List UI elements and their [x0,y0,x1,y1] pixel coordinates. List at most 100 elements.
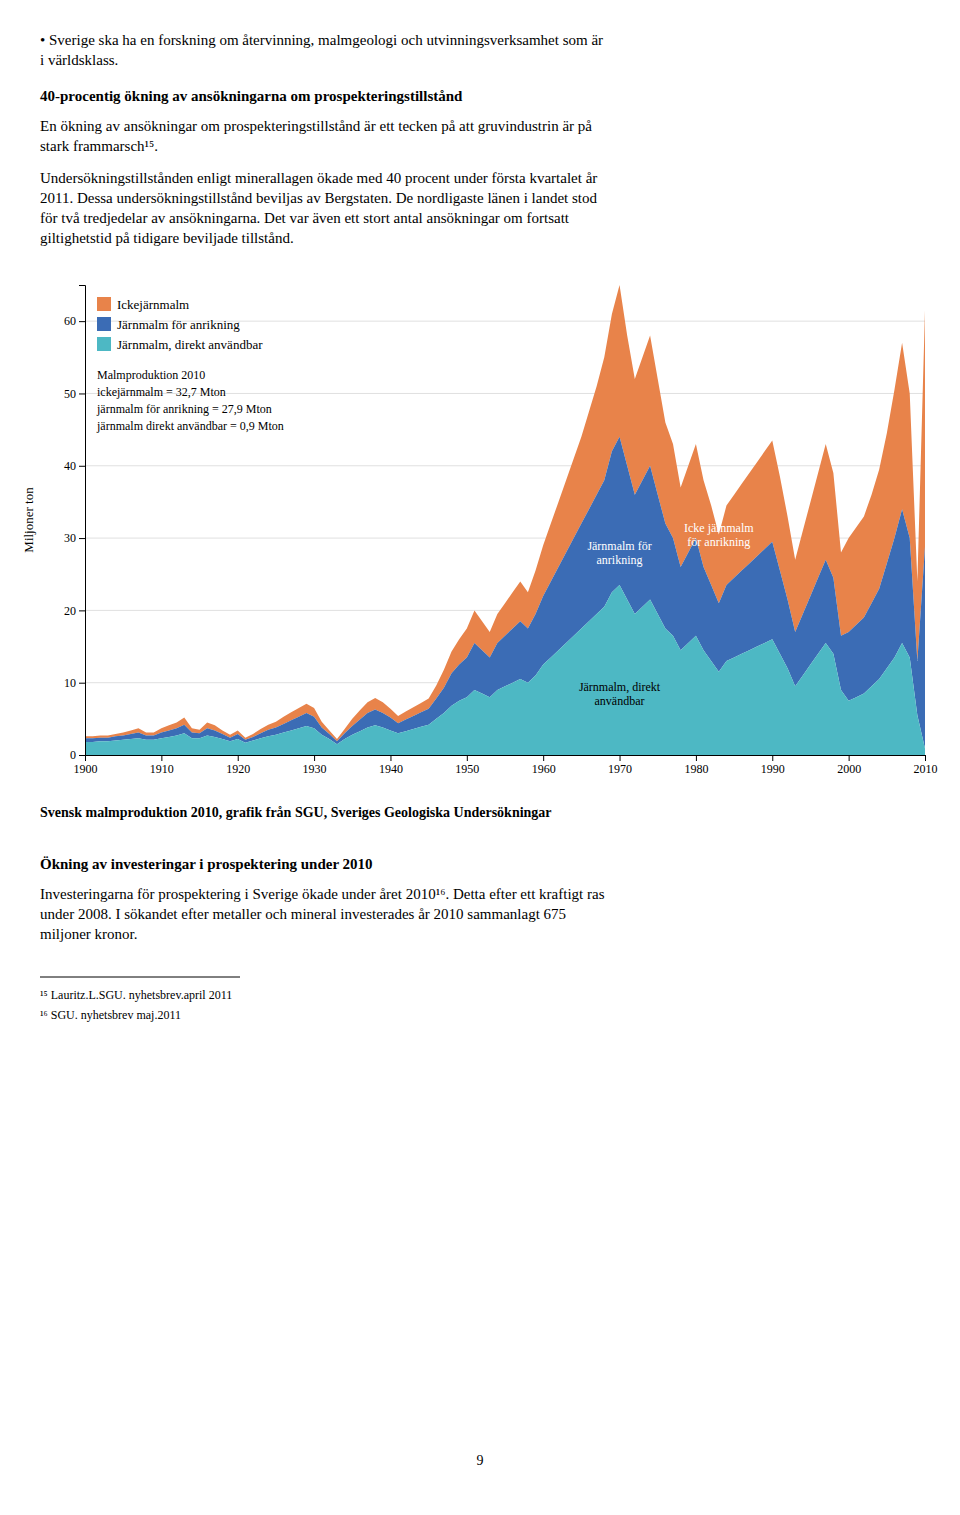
y-axis-title: Miljoner ton [21,487,36,553]
footnote: ¹⁶ SGU. nyhetsbrev maj.2011 [40,1008,181,1022]
paragraph-line: 2011. Dessa undersökningstillstånd bevil… [40,190,597,206]
x-tick-mark [238,755,239,761]
y-axis: 0 10 20 30 40 50 60 [64,286,86,763]
x-tick-label: 1970 [608,762,632,776]
grid-line [85,465,925,466]
legend-item: Järnmalm, direkt användbar [97,337,263,352]
paragraph-line: Undersökningstillstånden enligt minerall… [40,170,597,186]
y-tick-mark [79,538,85,539]
annotation-line: ickejärnmalm = 32,7 Mton [97,385,226,399]
x-tick-label: 1910 [150,762,174,776]
x-tick: 1910 [150,755,174,776]
legend-label: Ickejärnmalm [117,297,189,312]
area-label: Icke järnmalmför anrikning [684,521,754,549]
footnote: ¹⁵ Lauritz.L.SGU. nyhetsbrev.april 2011 [40,988,232,1002]
area-label-line: för anrikning [687,535,750,549]
legend-item: Järnmalm för anrikning [97,317,240,332]
annotation-line: Malmproduktion 2010 [97,368,205,382]
intro-text-line: i världsklass. [40,52,118,68]
y-tick-label: 30 [64,531,76,545]
y-tick: 10 [64,676,85,690]
y-tick-mark [79,683,85,684]
y-tick-label: 20 [64,604,76,618]
x-tick-label: 2010 [914,762,938,776]
x-tick-label: 1950 [455,762,479,776]
x-tick: 1990 [761,755,785,776]
x-tick-mark [849,755,850,761]
area-label-line: Icke järnmalm [684,521,754,535]
y-tick: 40 [64,459,85,473]
x-tick: 1900 [74,755,98,776]
section-heading: Ökning av investeringar i prospektering … [40,856,373,872]
x-tick-label: 1900 [74,762,98,776]
x-tick: 2000 [837,755,861,776]
y-tick-label: 50 [64,387,76,401]
legend-swatch [97,317,111,331]
x-tick-label: 1990 [761,762,785,776]
x-tick: 2010 [914,755,938,776]
x-tick-mark [620,755,621,761]
paragraph-line: för två tredjedelar av ansökningarna. De… [40,210,570,226]
annotation-line: järnmalm för anrikning = 27,9 Mton [96,402,272,416]
x-tick-label: 1940 [379,762,403,776]
grid [85,321,925,755]
y-tick: 30 [64,531,85,545]
y-tick: 0 [70,748,85,762]
x-tick-mark [543,755,544,761]
area-label-line: användbar [595,694,645,708]
area-label-line: Järnmalm för [587,539,651,553]
area-label-line: anrikning [597,553,643,567]
paragraph: Undersökningstillstånden enligt minerall… [40,170,597,246]
x-tick: 1970 [608,755,632,776]
annotation-line: järnmalm direkt användbar = 0,9 Mton [96,419,284,433]
x-tick: 1960 [532,755,556,776]
y-tick-mark [79,393,85,394]
x-tick-mark [925,755,926,761]
section-heading-line: 40-procentig ökning av ansökningarna om … [40,88,463,104]
x-tick-label: 1960 [532,762,556,776]
intro-text-line: • Sverige ska ha en forskning om återvin… [40,32,603,48]
legend: Ickejärnmalm Järnmalm för anrikning Järnma… [97,297,263,352]
x-tick-label: 2000 [837,762,861,776]
y-tick: 60 [64,314,85,328]
paragraph-line: miljoner kronor. [40,926,138,942]
intro-text: • Sverige ska ha en forskning om återvin… [40,32,603,68]
areas [85,285,925,755]
page-number: 9 [477,1453,484,1468]
page-number-line: 9 [477,1453,484,1468]
legend-item: Ickejärnmalm [97,297,189,312]
y-tick-mark [79,610,85,611]
paragraph: En ökning av ansökningar om prospekterin… [40,118,592,154]
x-tick-label: 1920 [226,762,250,776]
section-heading-line: Ökning av investeringar i prospektering … [40,856,373,872]
paragraph-line: En ökning av ansökningar om prospekterin… [40,118,592,134]
x-tick-mark [696,755,697,761]
x-tick-mark [161,755,162,761]
area-label-line: Järnmalm, direkt [579,680,661,694]
x-axis-line [86,756,926,762]
x-tick-mark [314,755,315,761]
x-tick: 1920 [226,755,250,776]
footnote-rule [40,977,240,978]
legend-label: Järnmalm, direkt användbar [117,337,263,352]
y-tick-label: 40 [64,459,76,473]
paragraph-line: stark frammarsch¹⁵. [40,138,158,154]
chart: 1900191019201930194019501960197019801990… [21,285,938,776]
area-layer [85,585,925,755]
y-axis-line [79,286,86,756]
paragraph: Investeringarna för prospektering i Sver… [40,886,605,942]
x-tick-mark [390,755,391,761]
chart-title-line: Svensk malmproduktion 2010, grafik från … [40,805,552,820]
area-label: Järnmalm, direktanvändbar [579,680,661,708]
x-tick-mark [467,755,468,761]
grid-line [85,538,925,539]
legend-label: Järnmalm för anrikning [117,317,240,332]
x-tick-label: 1930 [303,762,327,776]
y-tick-label: 0 [70,748,76,762]
chart-title: Svensk malmproduktion 2010, grafik från … [40,805,552,820]
x-tick: 1940 [379,755,403,776]
legend-swatch [97,297,111,311]
paragraph-line: under 2008. I sökandet efter metaller oc… [40,906,566,922]
footnote-line: ¹⁵ Lauritz.L.SGU. nyhetsbrev.april 2011 [40,988,232,1002]
x-tick-mark [772,755,773,761]
